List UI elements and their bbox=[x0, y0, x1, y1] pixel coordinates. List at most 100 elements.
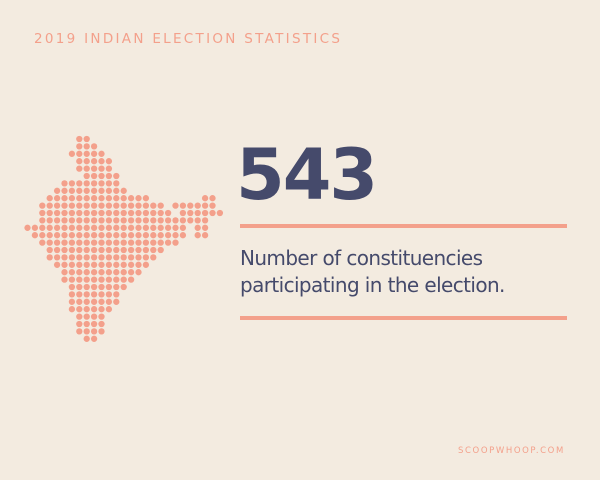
map-dot bbox=[120, 239, 127, 246]
map-dot bbox=[31, 232, 39, 239]
map-dot bbox=[98, 180, 105, 187]
map-dot bbox=[127, 276, 135, 283]
map-dot bbox=[76, 209, 83, 217]
map-dot bbox=[127, 232, 135, 239]
map-dot bbox=[194, 217, 201, 224]
divider-bottom bbox=[240, 316, 567, 320]
map-dot bbox=[76, 239, 83, 246]
map-dot bbox=[150, 246, 157, 254]
infographic-title: 2019 INDIAN ELECTION STATISTICS bbox=[34, 31, 343, 47]
map-dot bbox=[113, 254, 120, 261]
map-dot bbox=[98, 209, 105, 217]
map-dot bbox=[113, 172, 120, 180]
map-dot bbox=[98, 187, 105, 194]
map-dot bbox=[105, 217, 113, 224]
map-dot bbox=[157, 217, 164, 224]
map-dot bbox=[90, 158, 98, 165]
map-dot bbox=[90, 165, 98, 172]
map-dot bbox=[68, 180, 76, 187]
map-dot bbox=[98, 165, 105, 172]
map-dot bbox=[83, 328, 90, 335]
map-dot bbox=[157, 232, 164, 239]
map-dot bbox=[105, 276, 113, 283]
map-dot bbox=[105, 291, 113, 298]
map-dot bbox=[90, 261, 98, 268]
map-dot bbox=[113, 180, 120, 187]
map-dot bbox=[90, 217, 98, 224]
map-dot bbox=[201, 195, 209, 202]
map-dot bbox=[76, 158, 83, 165]
map-dot bbox=[76, 306, 83, 313]
map-dot bbox=[61, 180, 68, 187]
map-dot bbox=[46, 239, 53, 246]
map-dot bbox=[68, 217, 76, 224]
map-dot bbox=[120, 283, 127, 291]
map-dot bbox=[31, 224, 39, 231]
map-dot bbox=[194, 224, 201, 231]
map-dot bbox=[83, 158, 90, 165]
map-dot bbox=[105, 254, 113, 261]
map-dot bbox=[216, 209, 224, 217]
map-dot bbox=[209, 195, 216, 202]
map-dot bbox=[90, 276, 98, 283]
map-dot bbox=[90, 246, 98, 254]
map-dot bbox=[187, 209, 194, 217]
map-dot bbox=[90, 306, 98, 313]
map-dot bbox=[142, 224, 150, 231]
map-dot bbox=[105, 224, 113, 231]
map-dot bbox=[113, 202, 120, 209]
map-dot bbox=[120, 209, 127, 217]
map-dot bbox=[61, 217, 68, 224]
map-dot bbox=[76, 195, 83, 202]
map-dot bbox=[120, 246, 127, 254]
map-dot bbox=[120, 217, 127, 224]
map-dot bbox=[39, 224, 46, 231]
map-dot bbox=[53, 239, 61, 246]
map-dot bbox=[157, 202, 164, 209]
map-dot bbox=[76, 283, 83, 291]
map-dot bbox=[83, 306, 90, 313]
map-dot bbox=[98, 232, 105, 239]
map-dot bbox=[90, 172, 98, 180]
source-credit: SCOOPWHOOP.COM bbox=[458, 446, 565, 456]
map-dot bbox=[83, 269, 90, 276]
map-dot bbox=[201, 209, 209, 217]
map-dot bbox=[53, 202, 61, 209]
map-dot bbox=[61, 209, 68, 217]
map-dot bbox=[142, 232, 150, 239]
map-dot bbox=[61, 202, 68, 209]
map-dot bbox=[135, 261, 142, 268]
map-dot bbox=[179, 209, 187, 217]
map-dot bbox=[172, 202, 179, 209]
map-dot bbox=[61, 232, 68, 239]
map-dot bbox=[150, 254, 157, 261]
map-dot bbox=[98, 239, 105, 246]
map-dot bbox=[83, 291, 90, 298]
map-dot bbox=[61, 261, 68, 268]
map-dot bbox=[105, 158, 113, 165]
map-dot bbox=[68, 306, 76, 313]
map-dot bbox=[172, 217, 179, 224]
map-dot bbox=[68, 246, 76, 254]
map-dot bbox=[90, 150, 98, 157]
divider-top bbox=[240, 224, 567, 228]
map-dot bbox=[113, 246, 120, 254]
map-dot bbox=[46, 246, 53, 254]
map-dot bbox=[53, 246, 61, 254]
map-dot bbox=[194, 209, 201, 217]
map-dot bbox=[142, 246, 150, 254]
map-dot bbox=[46, 254, 53, 261]
map-dot bbox=[105, 232, 113, 239]
map-dot bbox=[98, 328, 105, 335]
map-dot bbox=[120, 276, 127, 283]
map-dot bbox=[83, 150, 90, 157]
map-dot bbox=[53, 209, 61, 217]
stat-caption-line-1: Number of constituencies bbox=[240, 246, 483, 270]
map-dot bbox=[68, 202, 76, 209]
map-dot bbox=[98, 246, 105, 254]
map-dot bbox=[83, 217, 90, 224]
stat-caption: Number of constituencies participating i… bbox=[240, 245, 580, 299]
map-dot bbox=[127, 195, 135, 202]
map-dot bbox=[68, 261, 76, 268]
map-dot bbox=[83, 180, 90, 187]
